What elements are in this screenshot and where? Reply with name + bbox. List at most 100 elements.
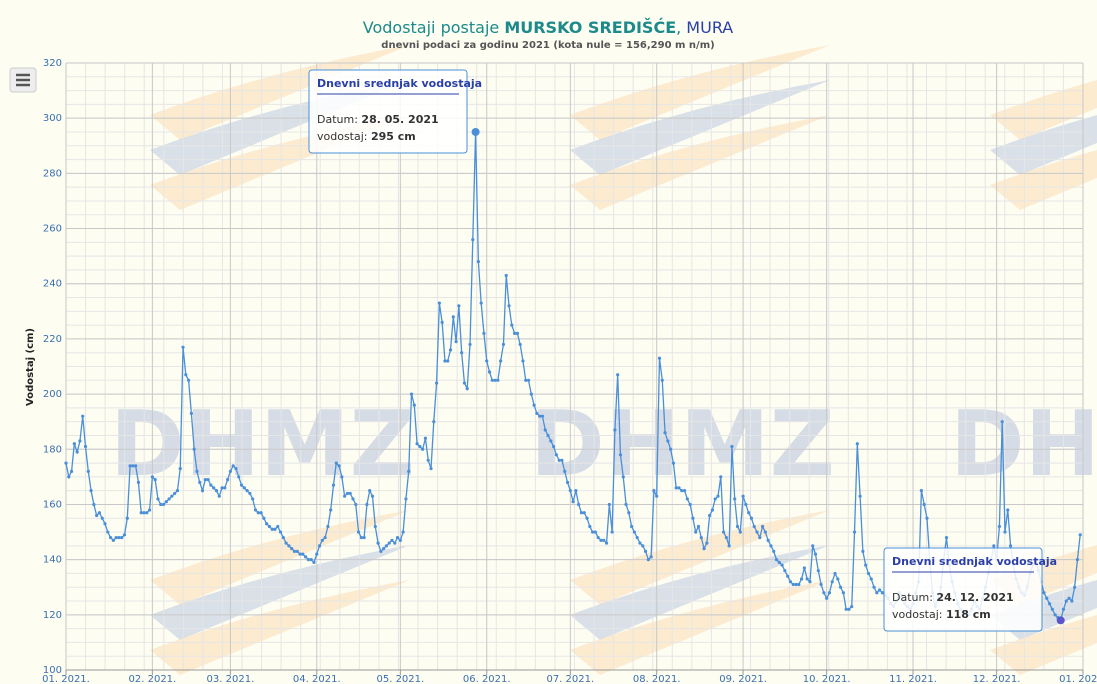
point xyxy=(774,558,779,562)
point xyxy=(866,571,871,576)
tooltip-date-label: Datum: xyxy=(317,113,358,126)
point xyxy=(682,489,687,493)
tooltip-date-value: 28. 05. 2021 xyxy=(361,113,438,126)
point xyxy=(150,475,154,479)
tooltip-date: Datum: 24. 12. 2021 xyxy=(892,591,1014,604)
point xyxy=(259,511,263,515)
highlight-point xyxy=(1056,616,1065,625)
y-tick-label: 160 xyxy=(43,499,62,510)
point xyxy=(186,378,191,382)
point xyxy=(507,304,511,308)
watermark-text: DHMZ xyxy=(530,392,835,497)
point xyxy=(797,582,801,587)
point xyxy=(253,508,258,512)
point xyxy=(847,607,851,611)
point xyxy=(819,582,823,587)
point xyxy=(518,342,522,347)
point xyxy=(490,378,494,382)
point xyxy=(251,497,255,501)
point xyxy=(669,447,673,451)
point xyxy=(730,444,734,449)
point xyxy=(618,453,623,457)
point xyxy=(368,489,372,493)
point xyxy=(660,378,664,382)
point xyxy=(735,524,740,529)
point xyxy=(691,516,695,520)
point xyxy=(568,489,572,493)
x-tick-label: 08. 2021. xyxy=(633,674,681,684)
point xyxy=(348,491,352,496)
point xyxy=(880,591,884,595)
watermark-text: DHMZ xyxy=(950,392,1097,497)
point xyxy=(510,323,514,327)
point xyxy=(755,530,759,534)
point xyxy=(638,541,642,545)
point xyxy=(786,574,790,578)
point xyxy=(409,392,414,396)
point xyxy=(646,558,650,562)
point xyxy=(159,502,163,507)
point xyxy=(295,549,299,553)
point xyxy=(423,436,428,440)
point xyxy=(145,511,149,515)
tooltip-box xyxy=(308,69,468,154)
point xyxy=(607,502,611,507)
point xyxy=(134,464,138,468)
x-tick-label: 09. 2021. xyxy=(719,674,767,684)
title-part: , xyxy=(676,18,686,37)
menu-button[interactable] xyxy=(9,67,37,93)
point xyxy=(565,480,570,484)
point xyxy=(312,560,316,564)
point xyxy=(356,530,361,534)
watermark-text: DHMZ xyxy=(110,392,415,497)
point xyxy=(811,544,815,548)
point xyxy=(471,237,475,242)
point xyxy=(1061,607,1066,611)
point xyxy=(329,508,333,512)
point xyxy=(588,524,592,529)
watermark-wing xyxy=(570,580,830,675)
point xyxy=(791,582,795,587)
point xyxy=(925,516,929,520)
point xyxy=(167,497,171,501)
point xyxy=(209,483,213,487)
point xyxy=(147,508,152,512)
point xyxy=(777,560,781,564)
point xyxy=(524,378,528,382)
point xyxy=(373,524,377,529)
point xyxy=(223,486,227,490)
point xyxy=(699,535,703,540)
point xyxy=(429,466,433,471)
point xyxy=(501,342,506,347)
point xyxy=(359,535,363,540)
point xyxy=(97,511,102,515)
point xyxy=(485,359,489,363)
point xyxy=(387,541,391,545)
point xyxy=(1067,596,1071,600)
point xyxy=(499,359,503,363)
watermark-wing xyxy=(150,510,410,605)
point xyxy=(354,502,358,507)
point xyxy=(733,497,737,501)
menu-icon xyxy=(16,73,30,87)
tooltip-date-value: 24. 12. 2021 xyxy=(936,591,1013,604)
point xyxy=(696,524,701,529)
point xyxy=(262,516,266,520)
point xyxy=(446,359,450,363)
point xyxy=(120,535,124,540)
point xyxy=(304,555,308,559)
point xyxy=(370,494,375,498)
y-tick-label: 280 xyxy=(43,168,62,179)
point xyxy=(448,348,453,352)
point xyxy=(214,489,219,493)
point xyxy=(593,530,597,534)
point xyxy=(95,513,99,518)
point xyxy=(173,491,177,496)
point xyxy=(265,522,269,526)
point xyxy=(674,486,678,490)
point xyxy=(571,500,575,504)
point xyxy=(563,469,567,473)
point xyxy=(306,558,311,562)
point xyxy=(788,580,793,584)
